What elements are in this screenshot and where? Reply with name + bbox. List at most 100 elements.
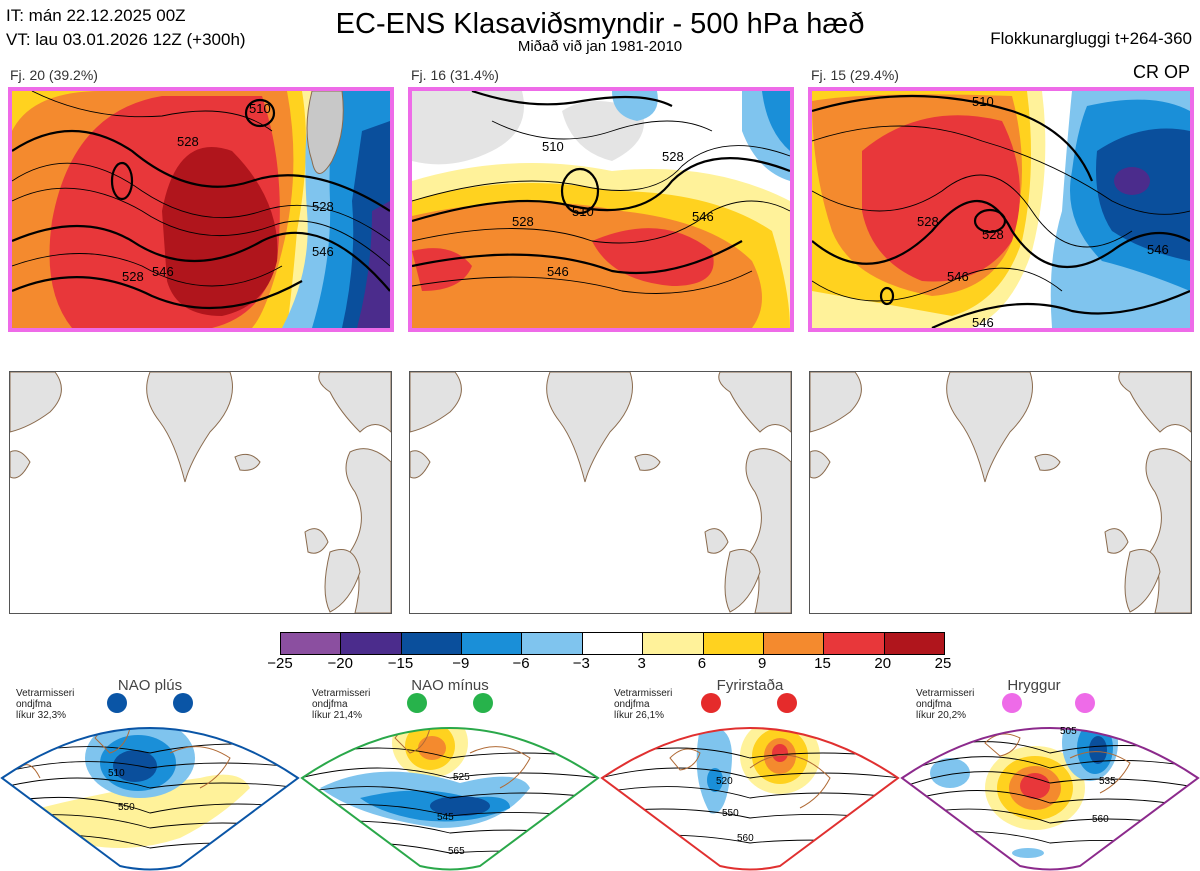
colorbar-swatch xyxy=(281,633,341,654)
colorbar-swatch xyxy=(340,633,401,654)
colorbar-swatch xyxy=(521,633,582,654)
colorbar-tick-label: −6 xyxy=(512,655,530,672)
regime-2-title: NAO mínus xyxy=(411,677,489,694)
cluster-1-contour-510: 510 xyxy=(249,101,271,116)
regime-2-note-line3: líkur 21,4% xyxy=(312,710,363,721)
initial-time: IT: mán 22.12.2025 00Z xyxy=(6,6,186,25)
regime-4-note-line3: líkur 20,2% xyxy=(916,710,967,721)
cluster-1-contour-546b: 546 xyxy=(312,244,334,259)
colorbar-tick-label: 15 xyxy=(814,655,831,672)
colorbar-tick-label: 25 xyxy=(934,655,952,672)
regime-2-sector-map: 525 545 565 xyxy=(300,727,600,871)
regime-3-note-line1: Vetrarmisseri xyxy=(614,688,673,699)
regime-3-note-line3: líkur 26,1% xyxy=(614,710,665,721)
cluster-1-contour-546a: 546 xyxy=(152,264,174,279)
colorbar-tick-label: −20 xyxy=(327,655,353,672)
colorbar-swatch xyxy=(461,633,522,654)
colorbar-tick-label: −9 xyxy=(452,655,470,672)
cluster-2-anomaly-field: 528 528 510 546 546 510 xyxy=(412,91,790,328)
colorbar-swatch xyxy=(581,633,643,654)
cluster-2-contour-510b: 510 xyxy=(572,204,594,219)
cluster-2-contour-528b: 528 xyxy=(662,149,684,164)
regime-3-title: Fyrirstaða xyxy=(716,677,784,694)
cluster-3-contour-546a: 546 xyxy=(947,269,969,284)
regime-1-contour-510: 510 xyxy=(108,768,125,779)
blank-coastline-map-3 xyxy=(810,372,1191,613)
colorbar-swatch xyxy=(642,633,703,654)
regime-4-marker-dot-right xyxy=(1075,693,1095,713)
regime-panel-ridge[interactable]: Vetrarmisseri ondjfma líkur 20,2% Hryggu… xyxy=(900,676,1200,871)
regime-3-contour-550: 550 xyxy=(722,808,739,819)
anomaly-colorbar xyxy=(280,632,945,655)
regime-1-note-line3: líkur 32,3% xyxy=(16,710,67,721)
regime-4-marker-dot-left xyxy=(1002,693,1022,713)
regime-1-marker-dot-right xyxy=(173,693,193,713)
regime-1-contour-550: 550 xyxy=(118,802,135,813)
regime-2-note-line1: Vetrarmisseri xyxy=(312,688,371,699)
cluster-1-contour-528c: 528 xyxy=(312,199,334,214)
regime-2-contour-525: 525 xyxy=(453,772,470,783)
regime-3-note: Vetrarmisseri ondjfma líkur 26,1% xyxy=(614,688,672,721)
cluster-3-contour-528a: 528 xyxy=(917,214,939,229)
regime-4-note-line1: Vetrarmisseri xyxy=(916,688,975,699)
cluster-3-anomaly-field: 528 528 546 546 546 510 xyxy=(812,91,1190,328)
colorbar-swatch xyxy=(823,633,884,654)
cluster-3-map[interactable]: 528 528 546 546 546 510 xyxy=(808,87,1194,332)
colorbar-swatch xyxy=(400,633,462,654)
regime-2-note: Vetrarmisseri ondjfma líkur 21,4% xyxy=(312,688,370,721)
regime-panel-blocking[interactable]: Vetrarmisseri ondjfma líkur 26,1% Fyrirs… xyxy=(600,676,900,871)
empty-cluster-map-2[interactable] xyxy=(409,371,792,614)
regime-4-sector-map: 505 535 560 xyxy=(900,726,1200,871)
cluster-2-map[interactable]: 528 528 510 546 546 510 xyxy=(408,87,794,332)
cluster-1-map[interactable]: 528 528 546 528 546 510 xyxy=(8,87,394,332)
colorbar-ticks: −25 −20 −15 −9 −6 −3 3 6 9 15 20 25 xyxy=(260,655,963,675)
page-title: EC-ENS Klasaviðsmyndir - 500 hPa hæð xyxy=(335,8,865,40)
cluster-2-contour-510a: 510 xyxy=(542,139,564,154)
regime-panel-nao-plus[interactable]: Vetrarmisseri ondjfma líkur 32,3% NAO pl… xyxy=(0,676,300,871)
cluster-3-contour-528b: 528 xyxy=(982,227,1004,242)
regime-4-note: Vetrarmisseri ondjfma líkur 20,2% xyxy=(916,688,974,721)
empty-cluster-map-1[interactable] xyxy=(9,371,392,614)
regime-1-note-line2: ondjfma xyxy=(16,699,52,710)
colorbar-tick-label: 6 xyxy=(697,655,707,672)
regime-4-note-line2: ondjfma xyxy=(916,699,952,710)
regime-2-marker-dot-right xyxy=(473,693,493,713)
header-info: IT: mán 22.12.2025 00Z VT: lau 03.01.202… xyxy=(6,4,246,52)
blank-coastline-map-2 xyxy=(410,372,791,613)
regime-3-marker-dot-right xyxy=(777,693,797,713)
regime-panel-nao-minus[interactable]: Vetrarmisseri ondjfma líkur 21,4% NAO mí… xyxy=(300,676,600,871)
cluster-1-label: Fj. 20 (39.2%) xyxy=(10,67,98,83)
cluster-3-contour-546b: 546 xyxy=(1147,242,1169,257)
colorbar-tick-label: 9 xyxy=(758,655,767,672)
regime-2-marker-dot-left xyxy=(407,693,427,713)
cluster-2-label: Fj. 16 (31.4%) xyxy=(411,67,499,83)
valid-time: VT: lau 03.01.2026 12Z (+300h) xyxy=(6,30,246,49)
classification-window: Flokkunargluggi t+264-360 xyxy=(990,29,1192,48)
regime-4-title: Hryggur xyxy=(1007,677,1061,694)
regime-4-contour-505: 505 xyxy=(1060,726,1077,737)
cluster-1-contour-528b: 528 xyxy=(177,134,199,149)
cluster-3-contour-510: 510 xyxy=(972,94,994,109)
regime-3-sector-map: 520 550 560 xyxy=(600,727,900,871)
blank-coastline-map-1 xyxy=(10,372,391,613)
cluster-2-contour-528a: 528 xyxy=(512,214,534,229)
cluster-3-contour-546c: 546 xyxy=(972,315,994,328)
regime-4-contour-560: 560 xyxy=(1092,814,1109,825)
colorbar-tick-label: −15 xyxy=(387,655,414,672)
regime-2-contour-545: 545 xyxy=(437,812,454,823)
regime-1-note-line1: Vetrarmisseri xyxy=(16,688,75,699)
colorbar-swatch xyxy=(883,633,944,654)
cluster-2-contour-546a: 546 xyxy=(692,209,714,224)
regime-3-contour-560: 560 xyxy=(737,833,754,844)
colorbar-tick-label: 3 xyxy=(637,655,646,672)
empty-cluster-map-3[interactable] xyxy=(809,371,1192,614)
cluster-1-anomaly-field: 528 528 546 528 546 510 xyxy=(12,91,390,328)
regime-3-contour-520: 520 xyxy=(716,776,733,787)
cluster-3-label: Fj. 15 (29.4%) xyxy=(811,67,899,83)
regime-1-sector-map: 510 550 xyxy=(0,727,300,871)
regime-4-contour-535: 535 xyxy=(1099,776,1116,787)
page-subtitle: Miðað við jan 1981-2010 xyxy=(517,38,683,55)
cluster-2-contour-546b: 546 xyxy=(547,264,569,279)
regime-code: CR OP xyxy=(1132,62,1190,82)
colorbar-tick-label: −3 xyxy=(572,655,590,672)
